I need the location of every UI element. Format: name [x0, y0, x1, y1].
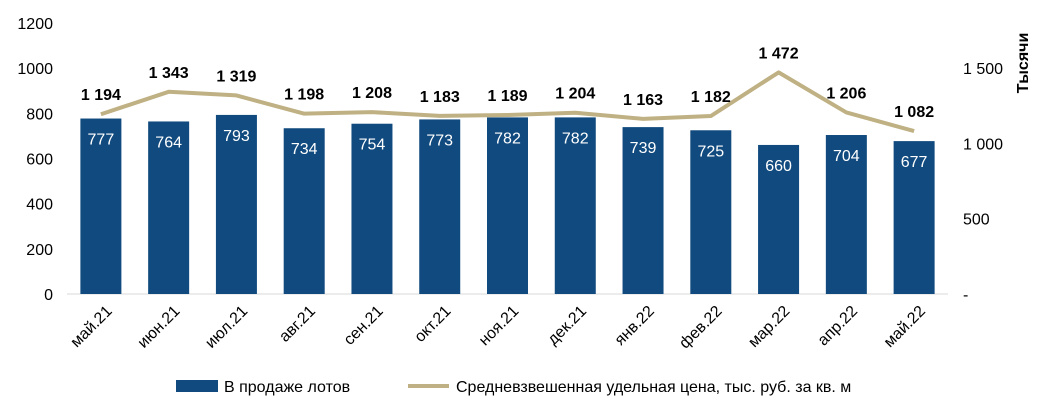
y-left-tick-label: 800 — [26, 106, 53, 123]
bar — [690, 130, 732, 294]
bar — [419, 119, 461, 294]
bar — [215, 114, 257, 294]
x-tick-label: дек.21 — [545, 303, 591, 349]
y-left-tick-label: 1200 — [17, 16, 53, 33]
x-tick-label: июл.21 — [202, 303, 251, 352]
y-left-tick-label: 200 — [26, 242, 53, 259]
x-tick-label: авг.21 — [276, 303, 319, 346]
x-tick-label: апр.22 — [815, 303, 862, 350]
bar — [554, 117, 596, 294]
bar-value-label: 734 — [291, 141, 318, 158]
y-right-tick-label: 1 000 — [963, 136, 1003, 153]
price-line — [100, 70, 915, 134]
line-value-label: 1 208 — [352, 85, 392, 102]
bar — [622, 127, 664, 295]
line-value-label: 1 163 — [623, 92, 663, 109]
legend-bar-swatch — [176, 380, 218, 392]
x-tick-label: окт.21 — [412, 303, 455, 346]
y-right-tick-label: 1 500 — [963, 61, 1003, 78]
line-value-label: 1 319 — [216, 68, 256, 85]
bar-value-label: 677 — [901, 154, 928, 171]
x-tick-label: июн.21 — [135, 303, 184, 352]
x-tick-label: мар.22 — [745, 303, 793, 351]
y-right-tick-label: 500 — [963, 212, 990, 229]
bar — [351, 123, 393, 294]
y-left-tick-label: 600 — [26, 152, 53, 169]
bar — [283, 128, 325, 294]
line-value-label: 1 206 — [826, 85, 866, 102]
bar-value-label: 782 — [562, 130, 589, 147]
line-value-label: 1 182 — [691, 89, 731, 106]
x-tick-label: янв.22 — [612, 303, 658, 349]
line-value-label: 1 082 — [894, 104, 934, 121]
x-tick-label: ноя.21 — [476, 303, 522, 349]
bar-value-label: 773 — [426, 132, 453, 149]
bar — [825, 135, 867, 294]
line-value-label: 1 183 — [420, 89, 460, 106]
y-left-tick-label: 400 — [26, 197, 53, 214]
line-value-label: 1 194 — [81, 87, 121, 104]
x-tick-label: май.21 — [68, 303, 116, 351]
bar-value-label: 764 — [155, 134, 182, 151]
bar — [893, 141, 935, 294]
y-left-tick-label: 1000 — [17, 61, 53, 78]
y-right-tick-label: - — [963, 287, 968, 304]
legend-line-label: Средневзвешенная удельная цена, тыс. руб… — [456, 379, 851, 396]
bar — [148, 121, 190, 294]
bar-value-label: 660 — [765, 158, 792, 175]
line-value-label: 1 189 — [487, 88, 527, 105]
x-tick-label: май.22 — [881, 303, 929, 351]
bar — [487, 117, 528, 294]
line-value-label: 1 198 — [284, 87, 324, 104]
bar-value-label: 704 — [833, 148, 860, 165]
y-right-axis-title: Тысячи — [1015, 33, 1032, 94]
bar-value-label: 782 — [494, 130, 521, 147]
bar-value-label: 777 — [88, 132, 115, 149]
line-value-label: 1 204 — [555, 86, 595, 103]
bar-value-label: 739 — [630, 140, 657, 157]
bar — [758, 144, 800, 294]
line-value-label: 1 472 — [759, 45, 799, 62]
bar-value-label: 725 — [697, 143, 724, 160]
y-left-tick-label: 0 — [44, 287, 53, 304]
legend-bar-label: В продаже лотов — [224, 379, 350, 396]
bar — [80, 118, 122, 294]
line-value-label: 1 343 — [149, 65, 189, 82]
bar-value-label: 754 — [359, 137, 386, 154]
bar-value-label: 793 — [223, 128, 250, 145]
x-tick-label: фев.22 — [676, 303, 725, 352]
x-tick-label: сен.21 — [341, 303, 387, 349]
